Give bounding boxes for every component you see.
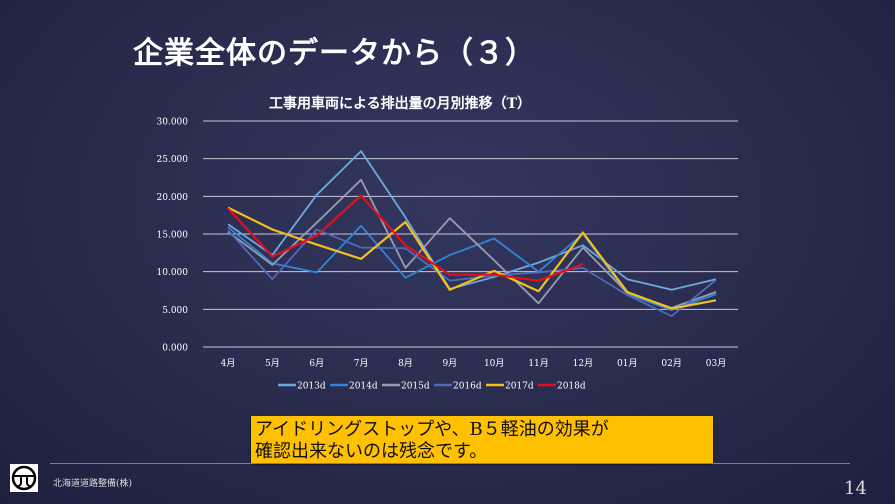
x-tick-label: 03月 xyxy=(706,358,726,369)
legend-label-2017d: 2017d xyxy=(505,382,534,392)
x-tick-label: 01月 xyxy=(617,358,637,369)
x-tick-label: 10月 xyxy=(484,358,504,369)
y-tick-label: 25.000 xyxy=(157,155,189,165)
slide-title: 企業全体のデータから（３） xyxy=(133,36,536,71)
y-tick-label: 30.000 xyxy=(157,118,189,128)
legend-label-2015d: 2015d xyxy=(401,382,430,392)
page-number: 14 xyxy=(844,478,867,499)
x-tick-label: 11月 xyxy=(528,358,548,369)
chart-title: 工事用車両による排出量の月別推移（T） xyxy=(269,95,531,112)
y-tick-label: 0.000 xyxy=(162,344,188,354)
series-line-2018d xyxy=(227,194,584,282)
x-tick-label: 5月 xyxy=(265,358,280,369)
y-tick-label: 15.000 xyxy=(157,231,189,241)
y-tick-label: 10.000 xyxy=(157,268,189,278)
series-line-2017d xyxy=(227,206,717,310)
line-chart: 工事用車両による排出量の月別推移（T） 0.000 5.000 10.000 15.0… xyxy=(157,95,738,392)
legend-label-2013d: 2013d xyxy=(297,382,326,392)
x-tick-label: 02月 xyxy=(661,358,681,369)
x-tick-label: 7月 xyxy=(354,358,369,369)
legend-label-2014d: 2014d xyxy=(349,382,378,392)
callout-note: アイドリングストップや、B５軽油の効果が 確認出来ないのは残念です。 xyxy=(251,416,713,463)
legend-label-2018d: 2018d xyxy=(557,382,586,392)
y-tick-label: 20.000 xyxy=(157,193,189,203)
company-logo-icon xyxy=(10,464,38,492)
legend-label-2016d: 2016d xyxy=(453,382,482,392)
footer-divider xyxy=(50,463,850,464)
company-name: 北海道道路整備(株) xyxy=(53,479,133,489)
series-line-2013d xyxy=(227,150,717,291)
x-tick-label: 8月 xyxy=(398,358,413,369)
y-tick-label: 5.000 xyxy=(162,306,188,316)
series-line-2016d xyxy=(227,228,717,318)
x-tick-label: 9月 xyxy=(442,358,457,369)
x-tick-label: 6月 xyxy=(309,358,324,369)
x-tick-label: 12月 xyxy=(573,358,593,369)
series-line-2014d xyxy=(227,224,717,311)
note-line-2: 確認出来ないのは残念です。 xyxy=(255,441,488,462)
x-tick-label: 4月 xyxy=(221,358,236,369)
note-line-1: アイドリングストップや、B５軽油の効果が xyxy=(255,419,609,440)
